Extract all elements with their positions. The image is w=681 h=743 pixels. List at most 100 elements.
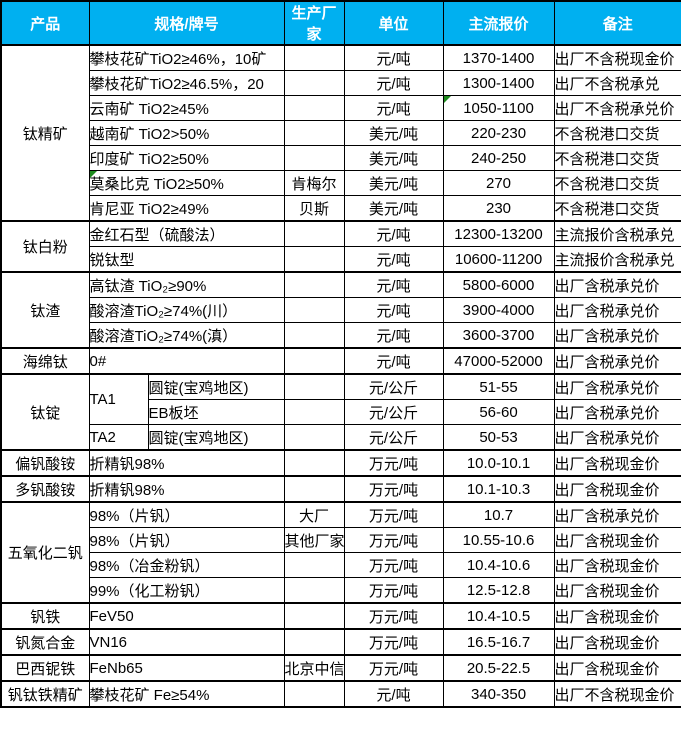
spec-cell: 肯尼亚 TiO2≥49%: [88, 195, 285, 222]
note-cell: 出厂含税现金价: [553, 628, 681, 656]
note-cell: 出厂含税现金价: [553, 475, 681, 503]
manufacturer-cell: [283, 297, 345, 323]
note-cell: 出厂不含税承兑价: [553, 95, 681, 121]
table-row: 锐钛型 元/吨 10600-11200 主流报价含税承兑: [1, 246, 681, 273]
price-cell: 51-55: [442, 373, 555, 400]
price-cell: 50-53: [442, 424, 555, 451]
unit-cell: 元/公斤: [343, 373, 444, 400]
product-cell: 多钒酸铵: [0, 475, 90, 503]
header-row: 产品 规格/牌号 生产厂家 单位 主流报价 备注: [0, 0, 681, 46]
table-row: 酸溶渣TiO₂≥74%(川） 元/吨 3900-4000 出厂含税承兑价: [1, 297, 681, 323]
unit-cell: 万元/吨: [343, 654, 444, 682]
spec-cell: 98%（片钒）: [88, 527, 285, 553]
price-cell: 20.5-22.5: [442, 654, 555, 682]
product-cell: 钛渣: [0, 271, 90, 349]
price-cell: 10.55-10.6: [442, 527, 555, 553]
table-row: 酸溶渣TiO₂≥74%(滇） 元/吨 3600-3700 出厂含税承兑价: [1, 322, 681, 349]
manufacturer-cell: 北京中信: [283, 654, 345, 682]
price-cell: 10600-11200: [442, 246, 555, 273]
table-row: 海绵钛 0# 元/吨 47000-52000 出厂含税承兑价: [0, 347, 681, 375]
spec-cell: 莫桑比克 TiO2≥50%: [88, 170, 285, 196]
unit-cell: 万元/吨: [343, 475, 444, 503]
product-cell: 钒氮合金: [0, 628, 90, 656]
unit-cell: 万元/吨: [343, 577, 444, 604]
price-cell: 16.5-16.7: [442, 628, 555, 656]
unit-cell: 元/吨: [343, 297, 444, 323]
manufacturer-cell: [283, 680, 345, 708]
table-row: 肯尼亚 TiO2≥49% 贝斯 美元/吨 230 不含税港口交货: [1, 195, 681, 222]
manufacturer-cell: [283, 602, 345, 630]
price-cell: 10.4-10.5: [442, 602, 555, 630]
spec-cell: 折精钒98%: [88, 475, 285, 503]
price-cell: 47000-52000: [442, 347, 555, 375]
price-cell: 3600-3700: [442, 322, 555, 349]
manufacturer-cell: [283, 271, 345, 298]
shape-cell: 圆锭(宝鸡地区): [147, 373, 285, 400]
unit-cell: 元/吨: [343, 70, 444, 96]
price-cell: 270: [442, 170, 555, 196]
unit-cell: 元/公斤: [343, 399, 444, 425]
unit-cell: 元/公斤: [343, 424, 444, 451]
note-cell: 出厂含税承兑价: [553, 501, 681, 528]
unit-cell: 元/吨: [343, 246, 444, 273]
table-row: 钛精矿 攀枝花矿TiO2≥46%，10矿 元/吨 1370-1400 出厂不含税…: [0, 44, 681, 222]
spec-cell: 98%（冶金粉钒）: [88, 552, 285, 578]
unit-cell: 元/吨: [343, 680, 444, 708]
manufacturer-cell: [283, 220, 345, 247]
note-cell: 不含税港口交货: [553, 170, 681, 196]
table-row: 五氧化二钒 98%（片钒） 大厂 万元/吨 10.7 出厂含税承兑价: [0, 501, 681, 604]
price-cell: 10.7: [442, 501, 555, 528]
col-header-price: 主流报价: [442, 0, 555, 46]
note-cell: 出厂含税现金价: [553, 552, 681, 578]
note-cell: 出厂含税现金价: [553, 527, 681, 553]
spec-cell: 攀枝花矿TiO2≥46%，10矿: [88, 44, 285, 71]
manufacturer-cell: [283, 475, 345, 503]
manufacturer-cell: [283, 399, 345, 425]
note-cell: 出厂不含税承兑: [553, 70, 681, 96]
product-cell: 钒铁: [0, 602, 90, 630]
table-row: 钛渣 高钛渣 TiO₂≥90% 元/吨 5800-6000 出厂含税承兑价: [0, 271, 681, 349]
spec-cell: VN16: [88, 628, 285, 656]
note-cell: 出厂含税承兑价: [553, 322, 681, 349]
manufacturer-cell: [283, 70, 345, 96]
manufacturer-cell: 大厂: [283, 501, 345, 528]
spec-cell: 折精钒98%: [88, 449, 285, 477]
table-row: 钒钛铁精矿 攀枝花矿 Fe≥54% 元/吨 340-350 出厂不含税现金价: [0, 680, 681, 708]
manufacturer-cell: [283, 577, 345, 604]
note-cell: 出厂不含税现金价: [553, 680, 681, 708]
spec-text: 莫桑比克 TiO2≥50%: [89, 175, 224, 193]
manufacturer-cell: [283, 120, 345, 146]
product-cell: 钒钛铁精矿: [0, 680, 90, 708]
shape-cell: EB板坯: [147, 399, 285, 425]
spec-cell: 98%（片钒）: [88, 501, 285, 528]
spec-cell: 攀枝花矿 Fe≥54%: [88, 680, 285, 708]
table-row: 98%（冶金粉钒） 万元/吨 10.4-10.6 出厂含税现金价: [1, 552, 681, 578]
unit-cell: 元/吨: [343, 322, 444, 349]
spec-cell: 0#: [88, 347, 285, 375]
spec-cell: 锐钛型: [88, 246, 285, 273]
unit-cell: 万元/吨: [343, 628, 444, 656]
note-cell: 主流报价含税承兑: [553, 220, 681, 247]
unit-cell: 万元/吨: [343, 602, 444, 630]
manufacturer-cell: [283, 44, 345, 71]
manufacturer-cell: [283, 628, 345, 656]
unit-cell: 美元/吨: [343, 145, 444, 171]
note-cell: 出厂含税承兑价: [553, 297, 681, 323]
table-row: 多钒酸铵 折精钒98% 万元/吨 10.1-10.3 出厂含税现金价: [0, 475, 681, 503]
manufacturer-cell: [283, 347, 345, 375]
spec-cell: 越南矿 TiO2>50%: [88, 120, 285, 146]
product-cell: 海绵钛: [0, 347, 90, 375]
unit-cell: 万元/吨: [343, 501, 444, 528]
product-cell: 五氧化二钒: [0, 501, 90, 604]
note-cell: 出厂含税承兑价: [553, 271, 681, 298]
spec-cell: 高钛渣 TiO₂≥90%: [88, 271, 285, 298]
note-cell: 出厂含税现金价: [553, 654, 681, 682]
manufacturer-cell: [283, 449, 345, 477]
price-table: 产品 规格/牌号 生产厂家 单位 主流报价 备注 钛精矿 攀枝花矿TiO2≥46…: [0, 0, 681, 708]
product-cell: 钛锭: [0, 373, 90, 451]
product-cell: 巴西铌铁: [0, 654, 90, 682]
spec-cell: 攀枝花矿TiO2≥46.5%，20: [88, 70, 285, 96]
unit-cell: 美元/吨: [343, 120, 444, 146]
col-header-spec: 规格/牌号: [88, 0, 285, 46]
price-cell: 12300-13200: [442, 220, 555, 247]
